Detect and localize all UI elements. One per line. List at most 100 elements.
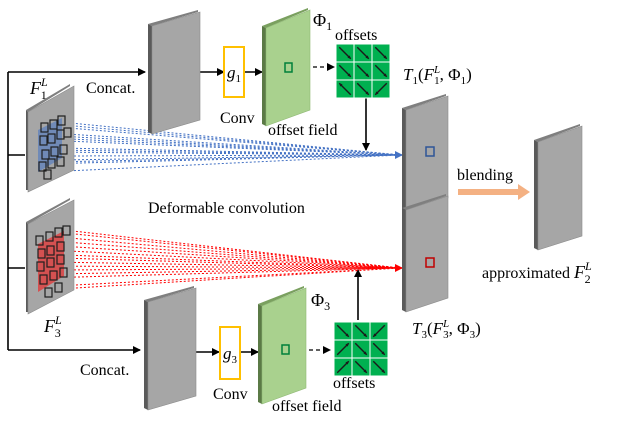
sample-box — [56, 254, 65, 265]
sample-box — [49, 119, 58, 130]
t1-label: T1(FL 1, Φ1) — [403, 64, 472, 87]
sample-box — [56, 241, 65, 252]
approximated-label: approximated FL 2 — [482, 259, 592, 286]
sample-box — [54, 227, 63, 238]
concat-bottom-label: Concat. — [80, 362, 129, 379]
sample-box — [44, 287, 53, 298]
red-sampling-line — [55, 267, 401, 287]
offset-arrowhead — [363, 369, 367, 373]
offset-field-top-patch — [284, 62, 293, 73]
f3-feature-panel — [26, 198, 75, 315]
offsets-top-label: offsets — [335, 27, 377, 44]
offset-arrowhead — [365, 73, 369, 77]
conv-top-label: Conv — [220, 110, 255, 127]
offset-arrowhead — [365, 91, 369, 95]
phi1-label: Φ1 — [313, 10, 332, 33]
offset-field-bottom-patch — [281, 344, 290, 355]
blue-sampling-line — [59, 147, 401, 156]
offsets-grid-bottom — [333, 321, 389, 377]
offset-field-panel-bottom — [258, 286, 307, 405]
sample-box — [54, 282, 63, 293]
sample-box — [63, 127, 72, 138]
concat-top-label: Concat. — [86, 80, 135, 97]
sample-box — [62, 225, 71, 236]
red-sampling-line — [39, 239, 401, 269]
offset-arrowhead — [375, 91, 379, 95]
offset-arrowhead — [383, 73, 387, 77]
red-sampling-line — [47, 235, 401, 269]
red-sampling-line — [61, 267, 401, 271]
offset-arrowhead — [383, 55, 387, 59]
sample-box — [59, 144, 68, 155]
offset-arrowhead — [339, 83, 343, 87]
phi3-label: Φ3 — [311, 290, 330, 313]
blue-sampling-line — [45, 154, 401, 173]
offsets-grid-top — [335, 43, 391, 99]
sample-box — [43, 169, 52, 180]
blending-arrow — [458, 184, 530, 200]
offset-arrowhead — [365, 55, 369, 59]
sample-box — [37, 248, 46, 259]
wiring — [7, 68, 370, 356]
red-sampling-line — [49, 249, 401, 269]
f1-label: FL 1 — [29, 75, 48, 102]
sample-box — [46, 257, 55, 268]
sample-box — [39, 135, 48, 146]
sample-box — [46, 245, 55, 256]
offset-arrowhead — [345, 361, 349, 365]
g1-conv-box — [223, 46, 245, 98]
conv-bottom-label: Conv — [213, 386, 248, 403]
red-sampling-line — [39, 253, 401, 269]
g1-label: g1 — [227, 63, 241, 85]
g3-label: g3 — [223, 344, 238, 366]
t1-blue-patch — [425, 146, 435, 157]
sample-box — [50, 146, 59, 157]
sample-box — [45, 231, 54, 242]
blue-sampling-line — [47, 154, 401, 163]
offset-arrowhead — [363, 333, 367, 337]
f1-sample-boxes — [38, 115, 72, 180]
red-sampling-line — [63, 229, 401, 269]
offset-arrowhead — [381, 369, 385, 373]
concat-panel-bottom — [144, 286, 197, 411]
red-sampling-line — [43, 267, 401, 291]
blending-label: blending — [457, 167, 513, 184]
offset-arrowhead — [347, 73, 351, 77]
offset-arrowhead — [381, 351, 385, 355]
red-sampling-line — [39, 265, 401, 269]
f3-sample-boxes — [35, 225, 71, 298]
sample-box — [59, 267, 68, 278]
offset-field-panel-top — [262, 8, 311, 127]
offset-arrowhead — [347, 55, 351, 59]
t3-label: T3(FL 3, Φ3) — [412, 318, 481, 341]
offset-arrowhead — [363, 351, 367, 355]
g3-conv-box — [219, 326, 241, 380]
t1-output-panel — [402, 94, 449, 213]
offsets-bottom-label: offsets — [333, 375, 375, 392]
offset-arrowhead — [373, 333, 377, 337]
sample-box — [40, 122, 49, 133]
offset-field-top-label: offset field — [268, 122, 337, 139]
sample-box — [35, 235, 44, 246]
deformable-convolution-label: Deformable convolution — [148, 200, 305, 217]
red-sampling-line — [59, 257, 401, 269]
sample-box — [49, 270, 58, 281]
red-sampling-lines — [39, 229, 403, 291]
sample-box — [47, 158, 56, 169]
sample-box — [47, 133, 56, 144]
sample-box — [57, 115, 66, 126]
blue-sampling-line — [57, 154, 401, 161]
offset-arrowhead — [345, 343, 349, 347]
t3-output-panel — [402, 194, 449, 313]
approximated-panel — [534, 124, 583, 251]
f1-feature-panel — [26, 84, 75, 193]
concat-panel-top — [148, 10, 201, 135]
offset-field-bottom-label: offset field — [272, 398, 341, 415]
sample-box — [36, 261, 45, 272]
offset-arrowhead — [345, 333, 349, 337]
sample-box — [39, 274, 48, 285]
sample-box — [56, 156, 65, 167]
sample-box — [41, 149, 50, 160]
